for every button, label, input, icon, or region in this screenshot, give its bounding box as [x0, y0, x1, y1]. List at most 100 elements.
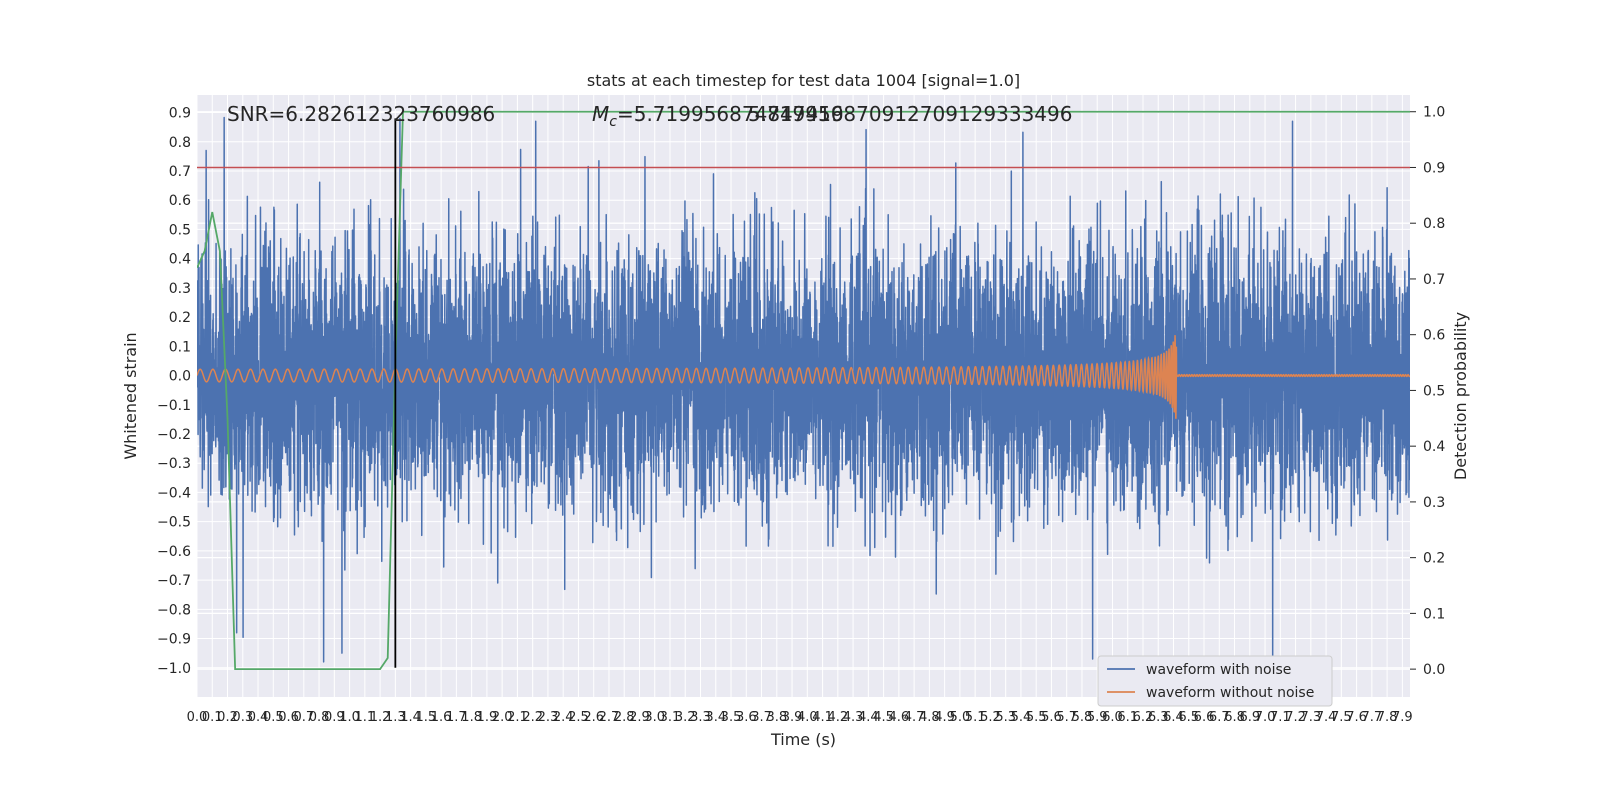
x-tick-label: 1.1 [354, 710, 375, 725]
y-axis-ticks: −1.0 −0.9 −0.8 −0.7 −0.6 −0.5 −0.4 −0.3 −0.2 −0.1… [157, 106, 191, 677]
y-tick-label: −0.5 [157, 515, 191, 531]
series-waveform-with-noise [197, 116, 1410, 669]
x-tick-label: 3.2 [675, 710, 696, 725]
x-tick-label: 2.5 [568, 710, 589, 725]
y2-tick-label: 1.0 [1423, 105, 1445, 121]
x-tick-label: 7.7 [1362, 710, 1383, 725]
x-tick-label: 4.5 [873, 710, 894, 725]
x-tick-label: 4.8 [919, 710, 940, 725]
y-tick-label: −0.9 [157, 632, 191, 648]
x-tick-label: 5.9 [1087, 710, 1108, 725]
legend-label-waveform-without-noise: waveform without noise [1146, 685, 1314, 701]
x-tick-label: 2.8 [614, 710, 635, 725]
x-tick-label: 1.4 [400, 710, 421, 725]
x-tick-label: 6.0 [1102, 710, 1123, 725]
y-tick-label: −0.4 [157, 485, 191, 501]
x-tick-label: 7.6 [1346, 710, 1367, 725]
x-tick-label: 3.0 [644, 710, 665, 725]
y-tick-label: −0.6 [157, 544, 191, 560]
x-tick-label: 3.7 [751, 710, 772, 725]
x-tick-label: 1.0 [339, 710, 360, 725]
x-tick-label: 0.3 [232, 710, 253, 725]
x-tick-label: 2.2 [522, 710, 543, 725]
x-tick-label: 6.5 [1178, 710, 1199, 725]
legend-box [1097, 655, 1333, 707]
x-tick-label: 6.3 [1148, 710, 1169, 725]
x-tick-label: 4.4 [858, 710, 879, 725]
series-detection-probability [197, 110, 1410, 671]
y-tick-label: 0.5 [169, 222, 191, 238]
x-tick-label: 0.8 [309, 710, 330, 725]
mc-subscript: c [609, 114, 617, 130]
x-tick-label: 7.9 [1392, 710, 1413, 725]
y2-tick-label: 0.4 [1423, 439, 1445, 455]
y-tick-label: 0.3 [169, 281, 191, 297]
x-tick-label: 0.9 [324, 710, 345, 725]
y-tick-label: 0.6 [169, 193, 191, 209]
chart-title: stats at each timestep for test data 100… [587, 71, 1020, 90]
y-tick-label: 0.2 [169, 310, 191, 326]
x-tick-label: 4.0 [797, 710, 818, 725]
y2-tick-label: 0.7 [1423, 272, 1445, 288]
mc-symbol: M [592, 102, 609, 126]
x-tick-label: 3.9 [782, 710, 803, 725]
y-tick-label: 0.8 [169, 135, 191, 151]
x-tick-label: 3.1 [660, 710, 681, 725]
y2-tick-label: 0.0 [1423, 662, 1445, 678]
chirp-mass-annotation: Mc=5.719956874847419 [592, 102, 844, 130]
x-tick-label: 0.6 [278, 710, 299, 725]
x-tick-label: 1.3 [385, 710, 406, 725]
y-tick-label: 0.9 [169, 106, 191, 122]
y2-tick-label: 0.8 [1423, 216, 1445, 232]
y-tick-label: 0.7 [169, 164, 191, 180]
x-tick-label: 1.6 [431, 710, 452, 725]
x-tick-label: 5.6 [1041, 710, 1062, 725]
legend: waveform with noise waveform without noi… [1097, 655, 1333, 707]
x-tick-label: 6.9 [1239, 710, 1260, 725]
series-waveform-without-noise [197, 335, 1410, 419]
mc-value: =5.719956874847419 [617, 102, 844, 126]
x-tick-label: 2.3 [538, 710, 559, 725]
x-tick-label: 5.7 [1056, 710, 1077, 725]
x-tick-label: 6.6 [1194, 710, 1215, 725]
x-tick-label: 0.0 [187, 710, 208, 725]
y-tick-label: −0.2 [157, 427, 191, 443]
y2-axis-ticks: 0.0 0.1 0.2 0.3 0.4 0.5 0.6 0.7 0.8 0.9 1.0 [1410, 105, 1445, 678]
x-tick-label: 6.1 [1117, 710, 1138, 725]
x-axis-ticks: 0.00.10.20.30.40.50.60.70.80.91.01.11.21… [187, 710, 1413, 725]
x-tick-label: 2.7 [599, 710, 620, 725]
y-axis-label: Whitened strain [121, 332, 140, 459]
y2-tick-label: 0.5 [1423, 383, 1445, 399]
x-tick-label: 1.7 [446, 710, 467, 725]
x-tick-label: 3.6 [736, 710, 757, 725]
y2-axis-label: Detection probability [1451, 312, 1470, 480]
y-tick-label: 0.4 [169, 252, 191, 268]
y-tick-label: 0.0 [169, 369, 191, 385]
snr-annotation: SNR=6.282612323760986 [227, 102, 495, 126]
x-tick-label: 2.1 [507, 710, 528, 725]
x-tick-label: 7.8 [1377, 710, 1398, 725]
x-tick-label: 1.2 [370, 710, 391, 725]
x-tick-label: 4.3 [843, 710, 864, 725]
x-tick-label: 3.5 [721, 710, 742, 725]
x-tick-label: 6.2 [1133, 710, 1154, 725]
x-tick-label: 1.9 [477, 710, 498, 725]
y2-tick-label: 0.1 [1423, 606, 1445, 622]
x-tick-label: 4.6 [889, 710, 910, 725]
legend-label-waveform-with-noise: waveform with noise [1146, 662, 1291, 678]
y-tick-label: −0.3 [157, 456, 191, 472]
x-tick-label: 2.4 [553, 710, 574, 725]
x-tick-label: 7.4 [1316, 710, 1337, 725]
chirp-mass-overlap-annotation: 5.719956870912709129333496 [748, 102, 1072, 126]
x-tick-label: 3.3 [690, 710, 711, 725]
x-tick-label: 4.1 [812, 710, 833, 725]
y2-tick-label: 0.3 [1423, 495, 1445, 511]
x-tick-label: 2.9 [629, 710, 650, 725]
x-tick-label: 4.2 [827, 710, 848, 725]
x-tick-label: 6.8 [1224, 710, 1245, 725]
x-tick-label: 5.1 [965, 710, 986, 725]
x-tick-label: 6.4 [1163, 710, 1184, 725]
x-axis-label: Time (s) [770, 730, 836, 749]
x-tick-label: 0.2 [217, 710, 238, 725]
